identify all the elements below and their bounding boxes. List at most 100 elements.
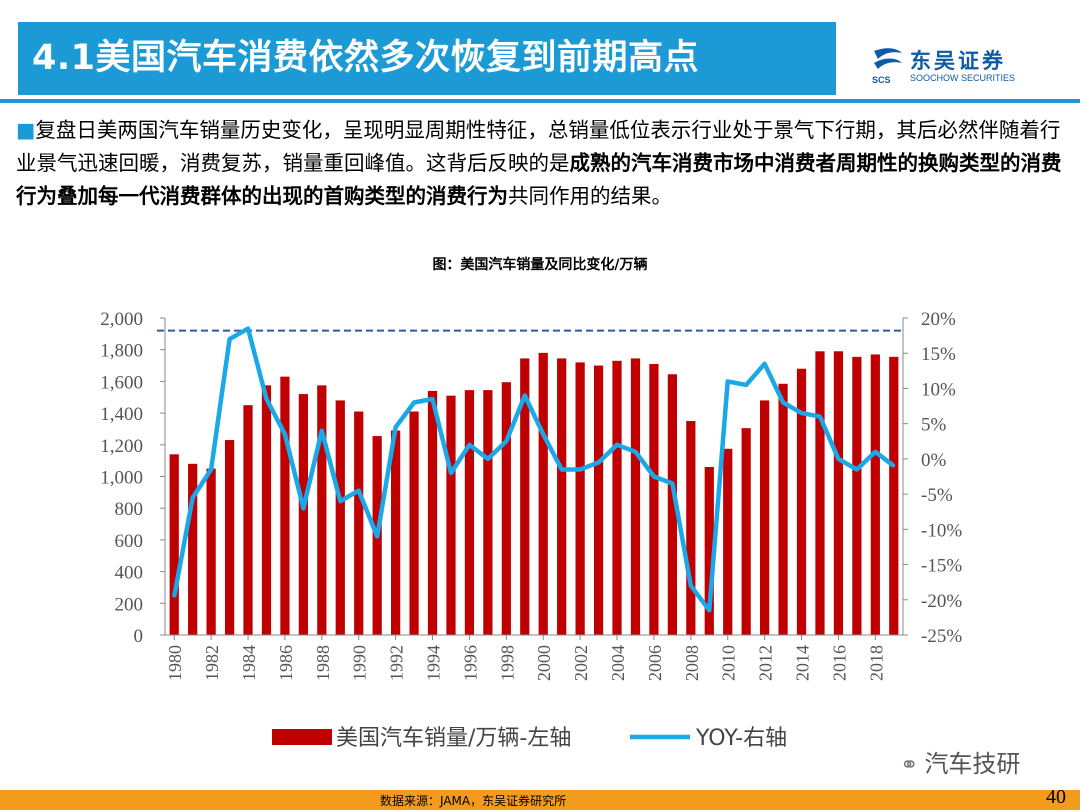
slide-title: 4.1美国汽车消费依然多次恢复到前期高点	[32, 38, 700, 78]
intro-text-part2: 共同作用的结果。	[508, 184, 672, 208]
x-tick-label: 2008	[682, 645, 702, 681]
bar-2013	[778, 383, 788, 635]
yoy-point-2002	[578, 467, 582, 471]
bar-2018	[870, 354, 880, 635]
x-tick-label: 2004	[608, 645, 628, 681]
watermark-text: 汽车技研	[924, 750, 1021, 778]
bar-2012	[760, 400, 770, 635]
bar-1987	[298, 394, 308, 635]
logo-mark-text: SCS	[872, 75, 891, 85]
yoy-point-2013	[781, 401, 785, 405]
bar-1999	[520, 358, 530, 635]
legend-label-yoy: YOY-右轴	[695, 726, 787, 751]
yoy-point-1985	[264, 397, 268, 401]
x-tick-label: 1992	[387, 645, 407, 681]
bar-2015	[815, 351, 825, 635]
bar-2010	[723, 448, 733, 635]
bar-1995	[446, 395, 456, 635]
x-tick-label: 2000	[534, 645, 554, 681]
yoy-point-2000	[541, 432, 545, 436]
right-tick-label: -5%	[921, 485, 953, 506]
left-tick-label: 400	[115, 563, 144, 584]
yoy-point-2012	[763, 362, 767, 366]
x-tick-label: 1988	[313, 645, 333, 681]
left-tick-label: 1,800	[100, 341, 143, 362]
left-tick-label: 200	[115, 594, 144, 615]
left-tick-label: 2,000	[100, 309, 143, 330]
company-logo: SCS 东吴证券 SOOCHOW SECURITIES	[870, 45, 1030, 87]
x-tick-label: 1986	[276, 645, 296, 681]
yoy-point-1987	[301, 506, 305, 510]
x-tick-label: 1990	[350, 645, 370, 681]
yoy-point-1992	[394, 425, 398, 429]
right-tick-label: -25%	[921, 626, 962, 647]
bar-1998	[501, 382, 511, 635]
bar-1997	[483, 390, 493, 635]
source-bar: 数据来源：JAMA，东吴证券研究所 40	[0, 786, 1080, 810]
bar-1982	[206, 468, 216, 635]
bar-2011	[741, 428, 751, 635]
x-tick-label: 2006	[645, 645, 665, 681]
legend-label-sales: 美国汽车销量/万辆-左轴	[336, 726, 571, 751]
bar-1989	[335, 400, 345, 635]
bar-2014	[796, 368, 807, 635]
bar-1990	[354, 411, 364, 635]
wechat-icon: ⚭	[900, 753, 919, 778]
x-tick-label: 1984	[239, 645, 259, 681]
left-tick-label: 1,600	[100, 372, 143, 393]
yoy-point-1986	[283, 432, 287, 436]
bar-1985	[261, 385, 272, 635]
bar-1988	[317, 385, 327, 635]
left-tick-label: 0	[134, 626, 144, 647]
bullet-icon: ■	[16, 118, 36, 142]
x-tick-label: 2010	[719, 645, 739, 681]
x-tick-label: 2016	[829, 645, 849, 681]
yoy-point-1984	[246, 327, 250, 331]
yoy-point-1981	[191, 496, 195, 500]
left-tick-label: 1,200	[100, 436, 143, 457]
bar-1980	[169, 454, 179, 635]
bar-2008	[686, 421, 696, 635]
right-tick-label: 20%	[921, 309, 956, 330]
yoy-point-2003	[597, 460, 601, 464]
left-tick-label: 600	[115, 531, 144, 552]
yoy-point-1997	[486, 457, 490, 461]
bar-2009	[704, 466, 714, 635]
yoy-point-2019	[892, 464, 896, 468]
page-number: 40	[1046, 786, 1066, 808]
yoy-point-1982	[209, 467, 213, 471]
bar-2007	[667, 374, 677, 635]
right-tick-label: 10%	[921, 379, 956, 400]
yoy-point-1993	[412, 401, 416, 405]
yoy-point-1999	[523, 393, 527, 397]
intro-paragraph: ■复盘日美两国汽车销量历史变化，呈现明显周期性特征，总销量低位表示行业处于景气下…	[16, 114, 1066, 213]
bar-2016	[833, 351, 844, 635]
bar-1994	[427, 390, 438, 635]
bar-1996	[464, 390, 475, 635]
intro-text-part1: 复盘日美两国汽车销量历史变化，呈现明显周期性特征，总销量低位表示行业处于景气下行…	[16, 118, 1061, 175]
yoy-point-2010	[726, 379, 730, 383]
logo-en-text: SOOCHOW SECURITIES	[910, 73, 1016, 83]
bar-1984	[243, 405, 253, 635]
yoy-point-2005	[633, 450, 637, 454]
bar-1986	[280, 376, 290, 635]
logo-mark-icon: SCS	[872, 48, 902, 85]
bar-1993	[409, 411, 419, 635]
left-tick-label: 1,400	[100, 404, 143, 425]
bar-1981	[188, 463, 198, 635]
sales-yoy-chart: 0 200 400 600 800 1,000 1,200 1,400 1,600 1,800 2,…	[100, 309, 962, 751]
yoy-point-1998	[504, 439, 508, 443]
left-tick-label: 1,000	[100, 468, 143, 489]
yoy-point-2007	[670, 482, 674, 486]
bar-2000	[538, 352, 548, 635]
yoy-point-2017	[855, 467, 859, 471]
yoy-point-2015	[818, 415, 822, 419]
yoy-point-1995	[449, 471, 453, 475]
right-tick-label: -15%	[921, 556, 962, 577]
x-tick-label: 1994	[424, 645, 444, 681]
yoy-point-2014	[800, 411, 804, 415]
chart-caption: 图：美国汽车销量及同比变化/万辆	[432, 257, 648, 273]
x-tick-label: 1982	[202, 645, 222, 681]
right-tick-label: -20%	[921, 591, 962, 612]
bar-2002	[575, 362, 585, 635]
